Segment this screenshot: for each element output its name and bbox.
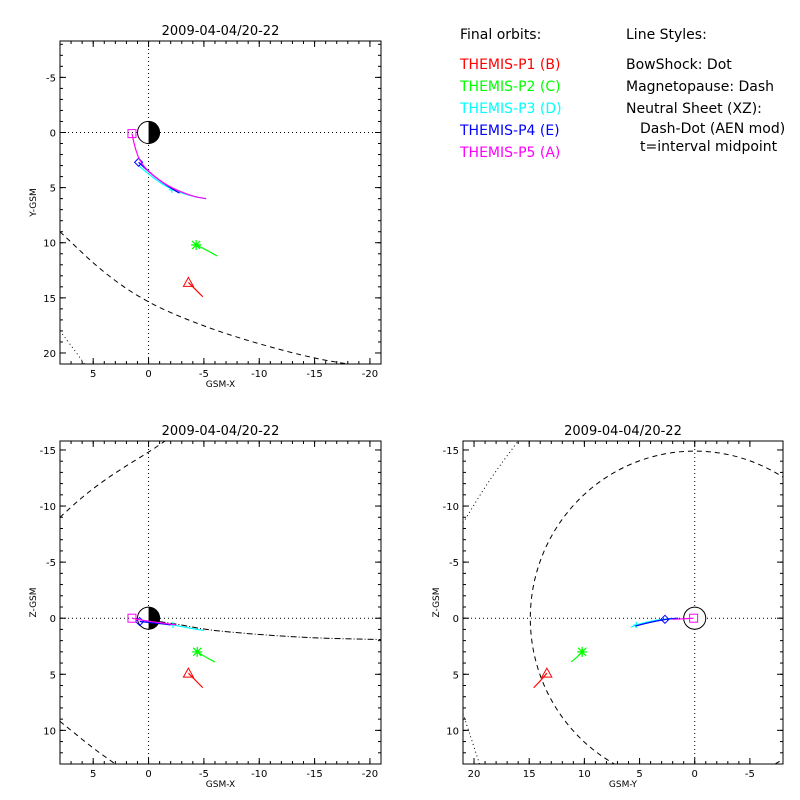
legend-entry-p5: THEMIS-P5 (A)	[460, 145, 561, 161]
orbit-themis-p5	[672, 617, 694, 620]
x-tick-label: -20	[362, 369, 378, 380]
line-styles-heading: Line Styles:	[626, 27, 707, 43]
chart-xy: 2009-04-04/20-22 GSM-X Y-GSM 5 0 -5 -10 -15 -20 -…	[29, 24, 382, 390]
orbit-themis-p2	[196, 651, 216, 663]
orbit-themis-p4	[139, 620, 171, 626]
plot-frame	[59, 440, 382, 765]
x-tick-label: -5	[745, 769, 755, 780]
marker-themis-p2	[577, 646, 588, 657]
x-tick-label: -5	[199, 369, 209, 380]
y-tick-label: -5	[46, 73, 56, 84]
orbits-legend-heading: Final orbits:	[460, 27, 542, 43]
bowshock-line	[60, 330, 85, 364]
orbit-themis-p1	[187, 672, 204, 689]
chart-title: 2009-04-04/20-22	[564, 424, 682, 439]
x-tick-label: 5	[90, 369, 96, 380]
legend-entry-p4: THEMIS-P4 (E)	[460, 123, 560, 139]
y-axis-label: Z-GSM	[432, 587, 442, 617]
orbit-themis-p3	[630, 617, 679, 628]
bowshock-line	[463, 713, 481, 764]
line-styles-legend: Line Styles: BowShock: Dot Magnetopause:…	[626, 24, 785, 156]
orbit-themis-p1	[187, 281, 204, 298]
plot-frame	[59, 40, 382, 365]
chart-title: 2009-04-04/20-22	[162, 24, 280, 39]
x-tick-label: -15	[306, 369, 322, 380]
x-axis-label: GSM-X	[206, 380, 235, 390]
marker-themis-p5	[127, 613, 137, 623]
y-tick-label: 5	[453, 670, 459, 681]
plot-area	[60, 441, 381, 764]
magnetopause-line	[60, 441, 166, 518]
marker-themis-p1	[541, 667, 553, 678]
y-tick-label: 0	[50, 614, 56, 625]
marker-themis-p1	[182, 667, 195, 678]
marker-themis-p2	[191, 239, 202, 250]
y-axis-label: Y-GSM	[29, 188, 39, 217]
plot-area	[463, 441, 783, 764]
y-tick-label: 5	[50, 670, 56, 681]
orbits-legend: Final orbits: THEMIS-P1 (B) THEMIS-P2 (C…	[460, 24, 562, 164]
marker-themis-p4	[660, 614, 670, 625]
marker-themis-p2	[192, 646, 203, 657]
earth-night-side	[148, 607, 160, 630]
style-entry-bowshock: BowShock: Dot	[626, 57, 732, 73]
magnetopause-line	[60, 231, 348, 364]
x-tick-label: 5	[90, 769, 96, 780]
style-entry-neutral-sheet: Neutral Sheet (XZ):	[626, 101, 762, 117]
x-tick-label: 15	[523, 769, 536, 780]
style-entry-dash-dot: Dash-Dot (AEN mod)	[640, 121, 786, 137]
orbit-themis-p4	[634, 617, 679, 627]
style-entry-magnetopause: Magnetopause: Dash	[626, 79, 775, 95]
marker-themis-p5	[689, 613, 699, 623]
y-tick-label: 10	[446, 726, 459, 737]
marker-themis-p5	[127, 129, 137, 139]
orbit-themis-p2	[195, 244, 218, 257]
x-tick-label: 5	[636, 769, 642, 780]
earth-night-side	[148, 121, 160, 144]
x-tick-label: 0	[145, 769, 151, 780]
plot-frame	[462, 440, 784, 765]
y-tick-label: -15	[443, 446, 459, 457]
magnetopause-line	[60, 720, 116, 764]
x-tick-label: 0	[692, 769, 698, 780]
y-tick-label: -10	[40, 502, 56, 513]
style-entry-time: t=interval midpoint	[640, 139, 778, 155]
x-axis-label: GSM-X	[206, 780, 235, 790]
x-tick-label: -10	[251, 769, 267, 780]
neutral-sheet-line	[159, 621, 381, 641]
plot-area	[60, 41, 381, 364]
y-tick-label: 15	[43, 294, 56, 305]
legend-entry-p1: THEMIS-P1 (B)	[460, 57, 561, 73]
y-axis-label: Z-GSM	[29, 587, 39, 617]
marker-themis-p4	[133, 157, 144, 167]
marker-themis-p1	[182, 276, 195, 287]
orbit-themis-p5	[131, 133, 207, 200]
y-tick-label: 5	[50, 184, 56, 195]
y-tick-label: -5	[46, 558, 56, 569]
x-tick-label: -20	[362, 769, 378, 780]
y-tick-label: 10	[43, 726, 56, 737]
y-tick-label: 0	[453, 614, 459, 625]
x-tick-label: 10	[578, 769, 591, 780]
x-tick-label: -5	[199, 769, 209, 780]
bowshock-line	[463, 441, 519, 524]
orbit-themis-p5	[131, 617, 177, 626]
chart-yz: 2009-04-04/20-22 GSM-Y Z-GSM 20 15 10 5 0 -5 10 5 0…	[432, 424, 784, 790]
chart-xz: 2009-04-04/20-22 GSM-X Z-GSM 5 0 -5 -10 -15 -20 1…	[29, 424, 382, 790]
y-tick-label: -10	[443, 502, 459, 513]
chart-title: 2009-04-04/20-22	[162, 424, 280, 439]
legend-entry-p2: THEMIS-P2 (C)	[460, 79, 561, 95]
x-axis-label: GSM-Y	[609, 780, 638, 790]
x-tick-label: 0	[145, 369, 151, 380]
x-tick-label: -15	[306, 769, 322, 780]
y-tick-label: 20	[43, 349, 56, 360]
y-tick-label: -5	[449, 558, 459, 569]
x-tick-label: 20	[468, 769, 481, 780]
y-tick-label: -15	[40, 446, 56, 457]
x-tick-label: -10	[251, 369, 267, 380]
legend-entry-p3: THEMIS-P3 (D)	[460, 101, 562, 117]
y-tick-label: 0	[50, 128, 56, 139]
y-tick-label: 10	[43, 239, 56, 250]
